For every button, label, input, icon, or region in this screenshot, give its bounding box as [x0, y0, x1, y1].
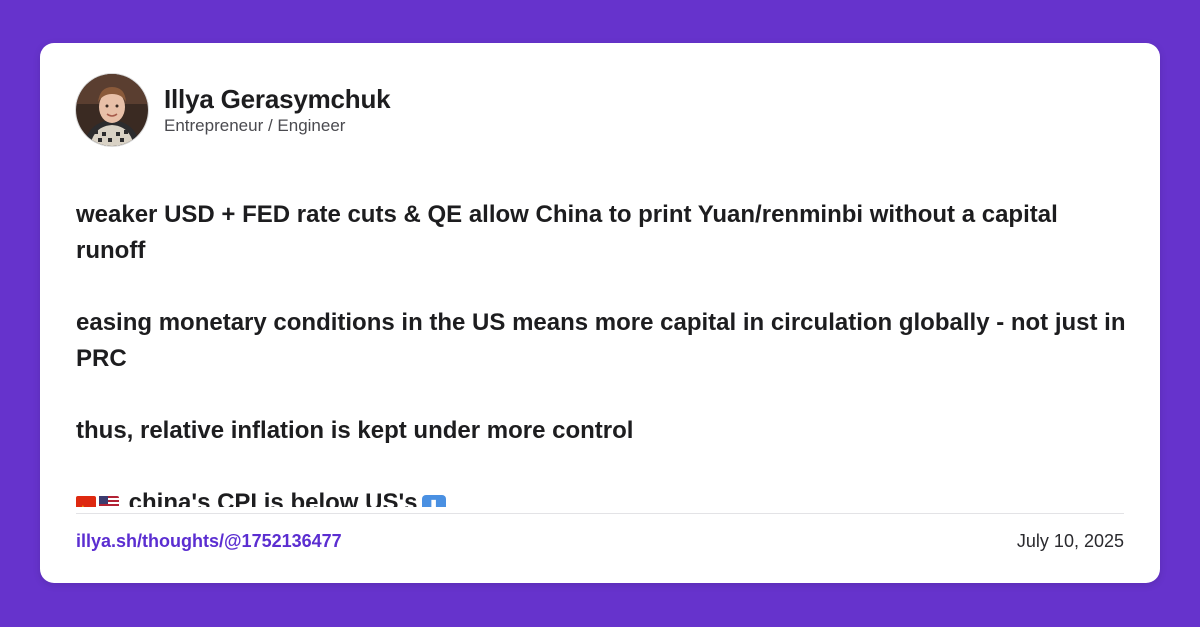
post-card: Illya Gerasymchuk Entrepreneur / Enginee…: [40, 43, 1160, 583]
author-title: Entrepreneur / Engineer: [164, 116, 346, 135]
avatar: [76, 74, 148, 146]
author-identity: Illya Gerasymchuk Entrepreneur / Enginee…: [164, 83, 391, 137]
permalink[interactable]: illya.sh/thoughts/@1752136477: [76, 531, 342, 551]
partial-line-text: china's CPI is below US's: [128, 489, 418, 507]
us-flag-icon: [99, 496, 119, 507]
footer-divider: [76, 513, 1124, 514]
post-paragraph: weaker USD + FED rate cuts & QE allow Ch…: [76, 201, 1065, 264]
post-paragraph: easing monetary conditions in the US mea…: [76, 309, 1126, 372]
china-flag-icon: [76, 492, 96, 507]
post-paragraph: thus, relative inflation is kept under m…: [76, 417, 634, 444]
post-content: weaker USD + FED rate cuts & QE allow Ch…: [76, 197, 1126, 507]
down-arrow-icon: ⬇: [421, 495, 446, 507]
post-paragraph-partial: china's CPI is below US's⬇: [76, 485, 1126, 507]
post-date: July 10, 2025: [1016, 531, 1124, 551]
author-header: Illya Gerasymchuk Entrepreneur / Enginee…: [76, 73, 391, 147]
author-name: Illya Gerasymchuk: [164, 84, 391, 114]
